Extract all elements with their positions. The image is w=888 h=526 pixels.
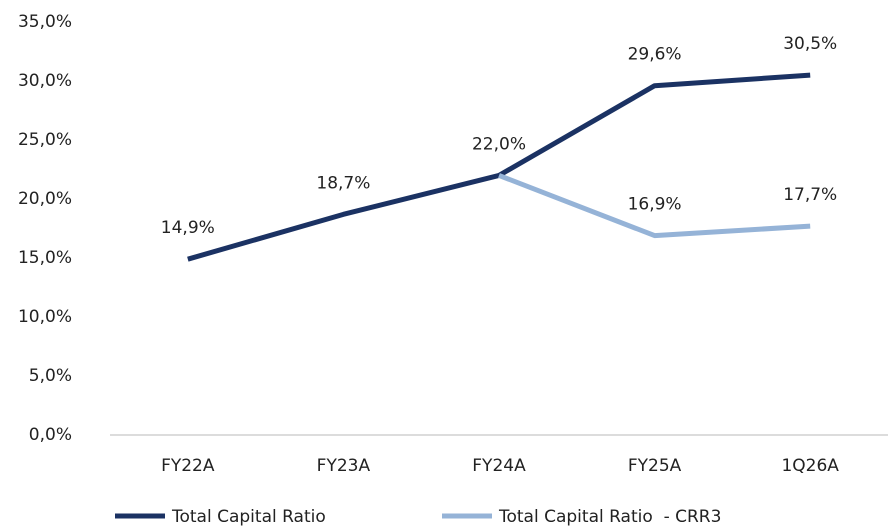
x-tick-label: FY24A: [472, 456, 526, 476]
data-label: 14,9%: [161, 218, 215, 238]
x-tick-label: FY25A: [628, 456, 682, 476]
y-tick-label: 35,0%: [18, 12, 72, 32]
x-tick-label: FY23A: [317, 456, 371, 476]
data-label: 22,0%: [472, 134, 526, 154]
y-tick-label: 20,0%: [18, 189, 72, 209]
y-tick-label: 30,0%: [18, 71, 72, 91]
y-tick-label: 15,0%: [18, 248, 72, 268]
y-tick-label: 25,0%: [18, 130, 72, 150]
y-tick-label: 5,0%: [29, 366, 72, 386]
legend-label: Total Capital Ratio: [171, 507, 326, 526]
legend-label: Total Capital Ratio - CRR3: [498, 507, 721, 526]
data-label: 29,6%: [628, 45, 682, 65]
series-line: [498, 173, 811, 239]
data-label: 16,9%: [628, 195, 682, 215]
x-tick-label: 1Q26A: [781, 456, 839, 476]
data-label: 30,5%: [783, 34, 837, 54]
x-tick-label: FY22A: [161, 456, 215, 476]
y-tick-label: 0,0%: [29, 425, 72, 445]
data-label: 18,7%: [316, 173, 370, 193]
data-label: 17,7%: [783, 185, 837, 205]
y-tick-label: 10,0%: [18, 307, 72, 327]
